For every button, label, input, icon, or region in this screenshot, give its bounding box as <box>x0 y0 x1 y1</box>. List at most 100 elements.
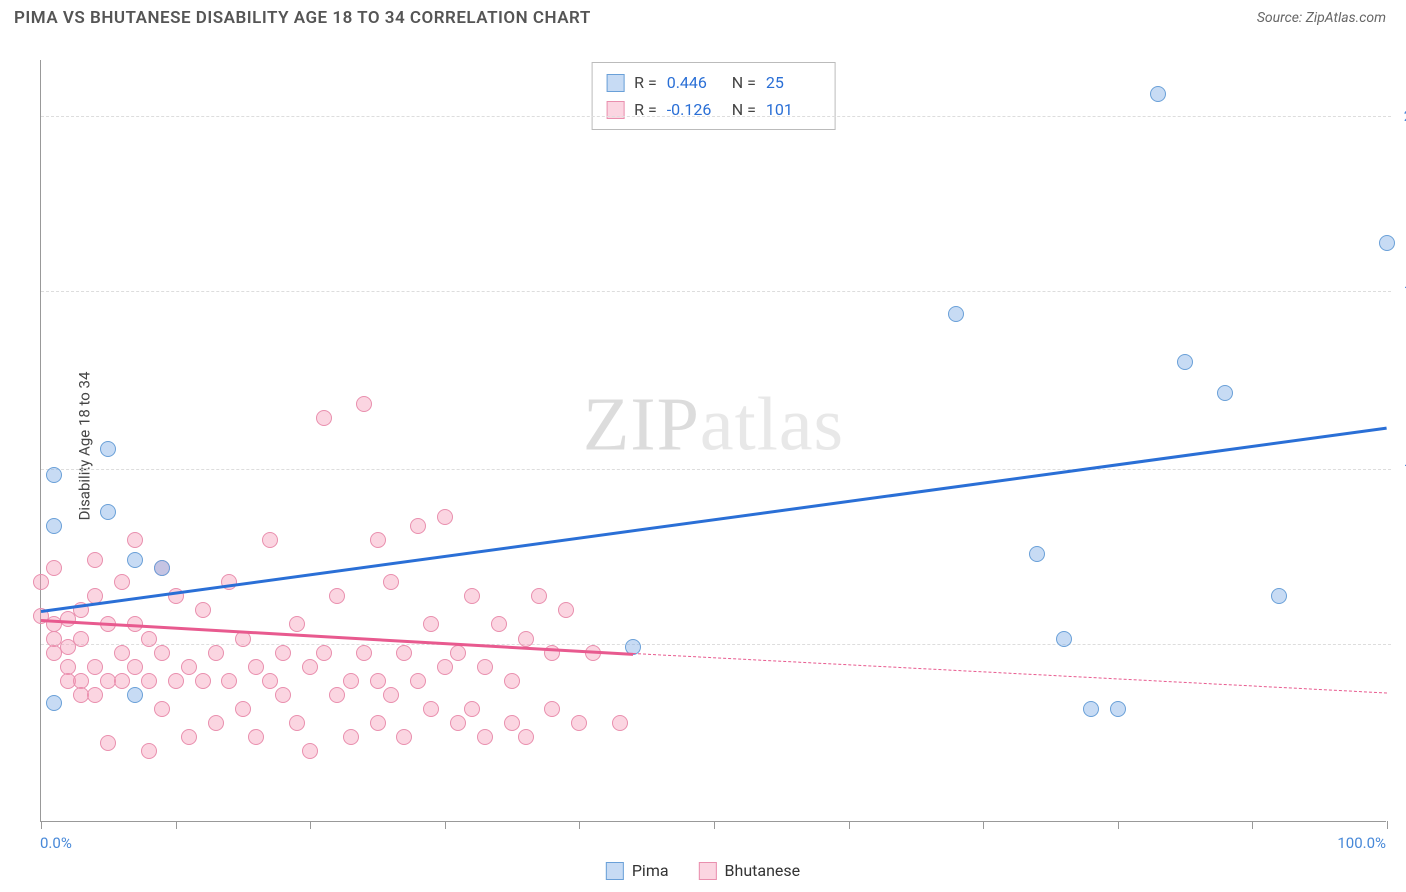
bhutanese-point <box>518 631 534 647</box>
bhutanese-point <box>127 532 143 548</box>
bhutanese-point <box>518 729 534 745</box>
bhutanese-point <box>141 673 157 689</box>
n-label: N = <box>732 69 756 96</box>
bhutanese-point <box>46 560 62 576</box>
bhutanese-point <box>87 552 103 568</box>
bhutanese-point <box>491 616 507 632</box>
legend-label: Pima <box>632 861 669 880</box>
x-tick <box>849 821 850 829</box>
bhutanese-point <box>370 673 386 689</box>
x-tick <box>1118 821 1119 829</box>
bhutanese-point <box>114 673 130 689</box>
bhutanese-point <box>396 729 412 745</box>
pima-point <box>1083 701 1099 717</box>
bhutanese-point <box>437 509 453 525</box>
legend-item-bhutanese: Bhutanese <box>699 861 801 880</box>
bhutanese-point <box>423 616 439 632</box>
bhutanese-point <box>571 715 587 731</box>
scatter-chart: ZIPatlas R = 0.446 N = 25 R = -0.126 N =… <box>40 60 1386 822</box>
gridline <box>41 116 1391 117</box>
bhutanese-point <box>437 659 453 675</box>
bhutanese-point <box>612 715 628 731</box>
bhutanese-point <box>504 673 520 689</box>
pima-point <box>1056 631 1072 647</box>
gridline <box>41 469 1391 470</box>
pima-point <box>1150 86 1166 102</box>
bhutanese-point <box>275 645 291 661</box>
bhutanese-point <box>544 701 560 717</box>
x-tick <box>714 821 715 829</box>
bhutanese-point <box>329 687 345 703</box>
trend-line <box>633 653 1387 694</box>
n-value-pima: 25 <box>766 69 821 96</box>
bhutanese-point <box>410 518 426 534</box>
legend-label: Bhutanese <box>725 861 801 880</box>
bhutanese-point <box>208 715 224 731</box>
bhutanese-point <box>181 729 197 745</box>
bhutanese-swatch-icon <box>699 862 717 880</box>
x-tick <box>41 821 42 829</box>
x-axis-min-label: 0.0% <box>40 834 72 852</box>
x-tick <box>1387 821 1388 829</box>
bhutanese-point <box>289 616 305 632</box>
bhutanese-point <box>302 743 318 759</box>
legend-item-pima: Pima <box>606 861 669 880</box>
bhutanese-point <box>248 659 264 675</box>
bhutanese-point <box>221 574 237 590</box>
r-value-pima: 0.446 <box>667 69 722 96</box>
r-label: R = <box>634 69 657 96</box>
correlation-stats-box: R = 0.446 N = 25 R = -0.126 N = 101 <box>591 62 836 130</box>
bhutanese-point <box>154 701 170 717</box>
bhutanese-point <box>235 701 251 717</box>
bhutanese-point <box>275 687 291 703</box>
pima-point <box>1029 546 1045 562</box>
pima-point <box>100 504 116 520</box>
bhutanese-point <box>383 574 399 590</box>
bhutanese-point <box>168 673 184 689</box>
watermark-zip: ZIP <box>583 383 700 467</box>
bhutanese-point <box>87 687 103 703</box>
bhutanese-point <box>262 673 278 689</box>
bhutanese-point <box>383 687 399 703</box>
bhutanese-point <box>504 715 520 731</box>
bhutanese-point <box>343 673 359 689</box>
pima-swatch-icon <box>606 862 624 880</box>
bhutanese-point <box>450 715 466 731</box>
bhutanese-point <box>477 659 493 675</box>
bhutanese-point <box>262 532 278 548</box>
x-axis-max-label: 100.0% <box>1337 834 1386 852</box>
chart-title: PIMA VS BHUTANESE DISABILITY AGE 18 TO 3… <box>14 8 591 28</box>
pima-point <box>154 560 170 576</box>
bhutanese-point <box>464 701 480 717</box>
watermark-atlas: atlas <box>700 383 844 467</box>
bhutanese-point <box>329 588 345 604</box>
bhutanese-point <box>33 574 49 590</box>
pima-point <box>1379 235 1395 251</box>
bhutanese-point <box>370 532 386 548</box>
bhutanese-point <box>208 645 224 661</box>
bhutanese-point <box>114 574 130 590</box>
watermark: ZIPatlas <box>583 382 844 469</box>
pima-point <box>1110 701 1126 717</box>
bhutanese-point <box>195 602 211 618</box>
pima-point <box>46 467 62 483</box>
bhutanese-point <box>558 602 574 618</box>
bhutanese-point <box>221 673 237 689</box>
pima-point <box>46 695 62 711</box>
bhutanese-point <box>477 729 493 745</box>
n-value-bhutanese: 101 <box>766 96 821 123</box>
bhutanese-point <box>114 645 130 661</box>
bhutanese-point <box>370 715 386 731</box>
bhutanese-point <box>127 659 143 675</box>
trend-line <box>41 619 633 655</box>
n-label: N = <box>732 96 756 123</box>
bhutanese-point <box>195 673 211 689</box>
pima-point <box>46 518 62 534</box>
trend-line <box>41 427 1387 613</box>
bhutanese-point <box>356 396 372 412</box>
x-tick <box>1252 821 1253 829</box>
bhutanese-point <box>289 715 305 731</box>
pima-point <box>127 687 143 703</box>
bhutanese-point <box>316 645 332 661</box>
bhutanese-point <box>154 645 170 661</box>
